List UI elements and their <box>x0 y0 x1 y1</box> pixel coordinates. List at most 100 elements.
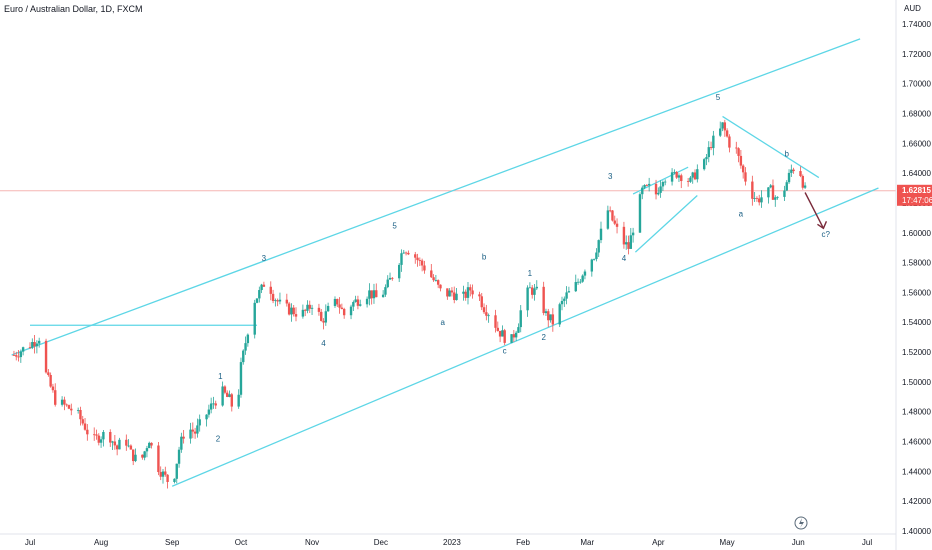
candle-body <box>567 291 571 293</box>
candle-body <box>308 304 311 309</box>
candle-body <box>237 394 240 407</box>
candle-body <box>33 342 36 347</box>
candle-body <box>801 176 804 188</box>
candle-body <box>370 290 373 299</box>
candle-body <box>173 478 176 482</box>
candle-body <box>482 307 486 313</box>
candle-body <box>485 312 488 316</box>
candle-body <box>496 327 500 331</box>
candle-body <box>354 299 357 303</box>
candle-body <box>129 445 133 450</box>
candle-body <box>799 171 802 177</box>
candle-body <box>691 172 694 178</box>
candle-body <box>83 423 87 430</box>
time-tick-label: Jun <box>792 538 805 547</box>
candle-body <box>767 187 770 198</box>
price-tick-label: 1.48000 <box>902 408 931 417</box>
candle-body <box>356 299 360 306</box>
candle-body <box>391 277 394 279</box>
candle-body <box>125 439 128 446</box>
current-price-badge <box>897 184 932 206</box>
candle-body <box>31 342 34 348</box>
candle-body <box>622 226 626 245</box>
candle-body <box>423 265 426 271</box>
candle-body <box>21 347 25 352</box>
candle-body <box>191 429 195 432</box>
candle-body <box>735 147 738 149</box>
price-tick-label: 1.70000 <box>902 80 931 89</box>
candle-body <box>709 147 713 149</box>
candle-body <box>79 410 82 420</box>
wave-label: 1 <box>218 372 223 381</box>
candle-body <box>230 394 233 407</box>
price-tick-label: 1.72000 <box>902 50 931 59</box>
price-tick-label: 1.56000 <box>902 288 931 297</box>
price-tick-label: 1.46000 <box>902 438 931 447</box>
wave-label: 1 <box>528 269 533 278</box>
time-tick-label: Mar <box>580 538 594 547</box>
candle-body <box>278 299 282 302</box>
candle-body <box>613 220 616 224</box>
candle-body <box>551 314 555 325</box>
candle-body <box>686 181 690 182</box>
candle-body <box>290 307 293 315</box>
candle-body <box>721 122 724 129</box>
candle-body <box>349 306 353 316</box>
candle-body <box>608 210 612 212</box>
candle-body <box>712 135 715 149</box>
candle-body <box>741 165 745 173</box>
candle-body <box>287 303 291 315</box>
price-tick-label: 1.68000 <box>902 109 931 118</box>
candle-body <box>728 136 731 148</box>
candle-body <box>436 280 440 285</box>
candle-body <box>638 194 642 233</box>
candle-body <box>702 159 706 170</box>
wave-label: 4 <box>622 254 627 263</box>
candle-body <box>471 290 474 295</box>
candle-body <box>535 286 538 289</box>
candle-body <box>150 442 153 446</box>
candle-body <box>294 314 298 317</box>
candle-body <box>60 399 64 405</box>
candle-body <box>776 196 779 198</box>
candle-body <box>63 399 66 405</box>
candle-body <box>416 257 419 261</box>
price-tick-label: 1.40000 <box>902 527 931 536</box>
time-tick-label: Jul <box>25 538 35 547</box>
candle-body <box>44 340 48 373</box>
candle-body <box>161 471 165 477</box>
price-tick-label: 1.58000 <box>902 259 931 268</box>
candle-body <box>625 242 628 245</box>
candle-body <box>145 448 149 452</box>
candle-body <box>517 327 520 333</box>
candle-body <box>134 454 137 462</box>
candle-body <box>81 419 84 424</box>
upper-wedge-line <box>722 115 820 179</box>
candle-body <box>127 445 130 447</box>
candle-body <box>320 311 323 321</box>
time-tick-label: Feb <box>516 538 530 547</box>
candle-body <box>670 172 674 182</box>
price-tick-label: 1.52000 <box>902 348 931 357</box>
wave-label: 3 <box>608 172 613 181</box>
candle-body <box>531 287 534 295</box>
candle-body <box>228 394 231 397</box>
candle-body <box>397 264 401 279</box>
candle-body <box>51 386 55 391</box>
candle-body <box>503 330 506 343</box>
candle-body <box>49 374 52 387</box>
candle-body <box>439 284 442 289</box>
candle-body <box>774 197 777 200</box>
candle-body <box>725 130 729 137</box>
candle-body <box>501 330 504 337</box>
candle-body <box>689 177 692 182</box>
candle-body <box>340 307 344 309</box>
candle-body <box>606 210 610 229</box>
candle-body <box>17 356 20 358</box>
candle-body <box>453 292 456 301</box>
price-tick-label: 1.64000 <box>902 169 931 178</box>
candle-body <box>544 311 548 314</box>
candle-body <box>47 372 50 375</box>
lightning-icon <box>794 516 808 530</box>
